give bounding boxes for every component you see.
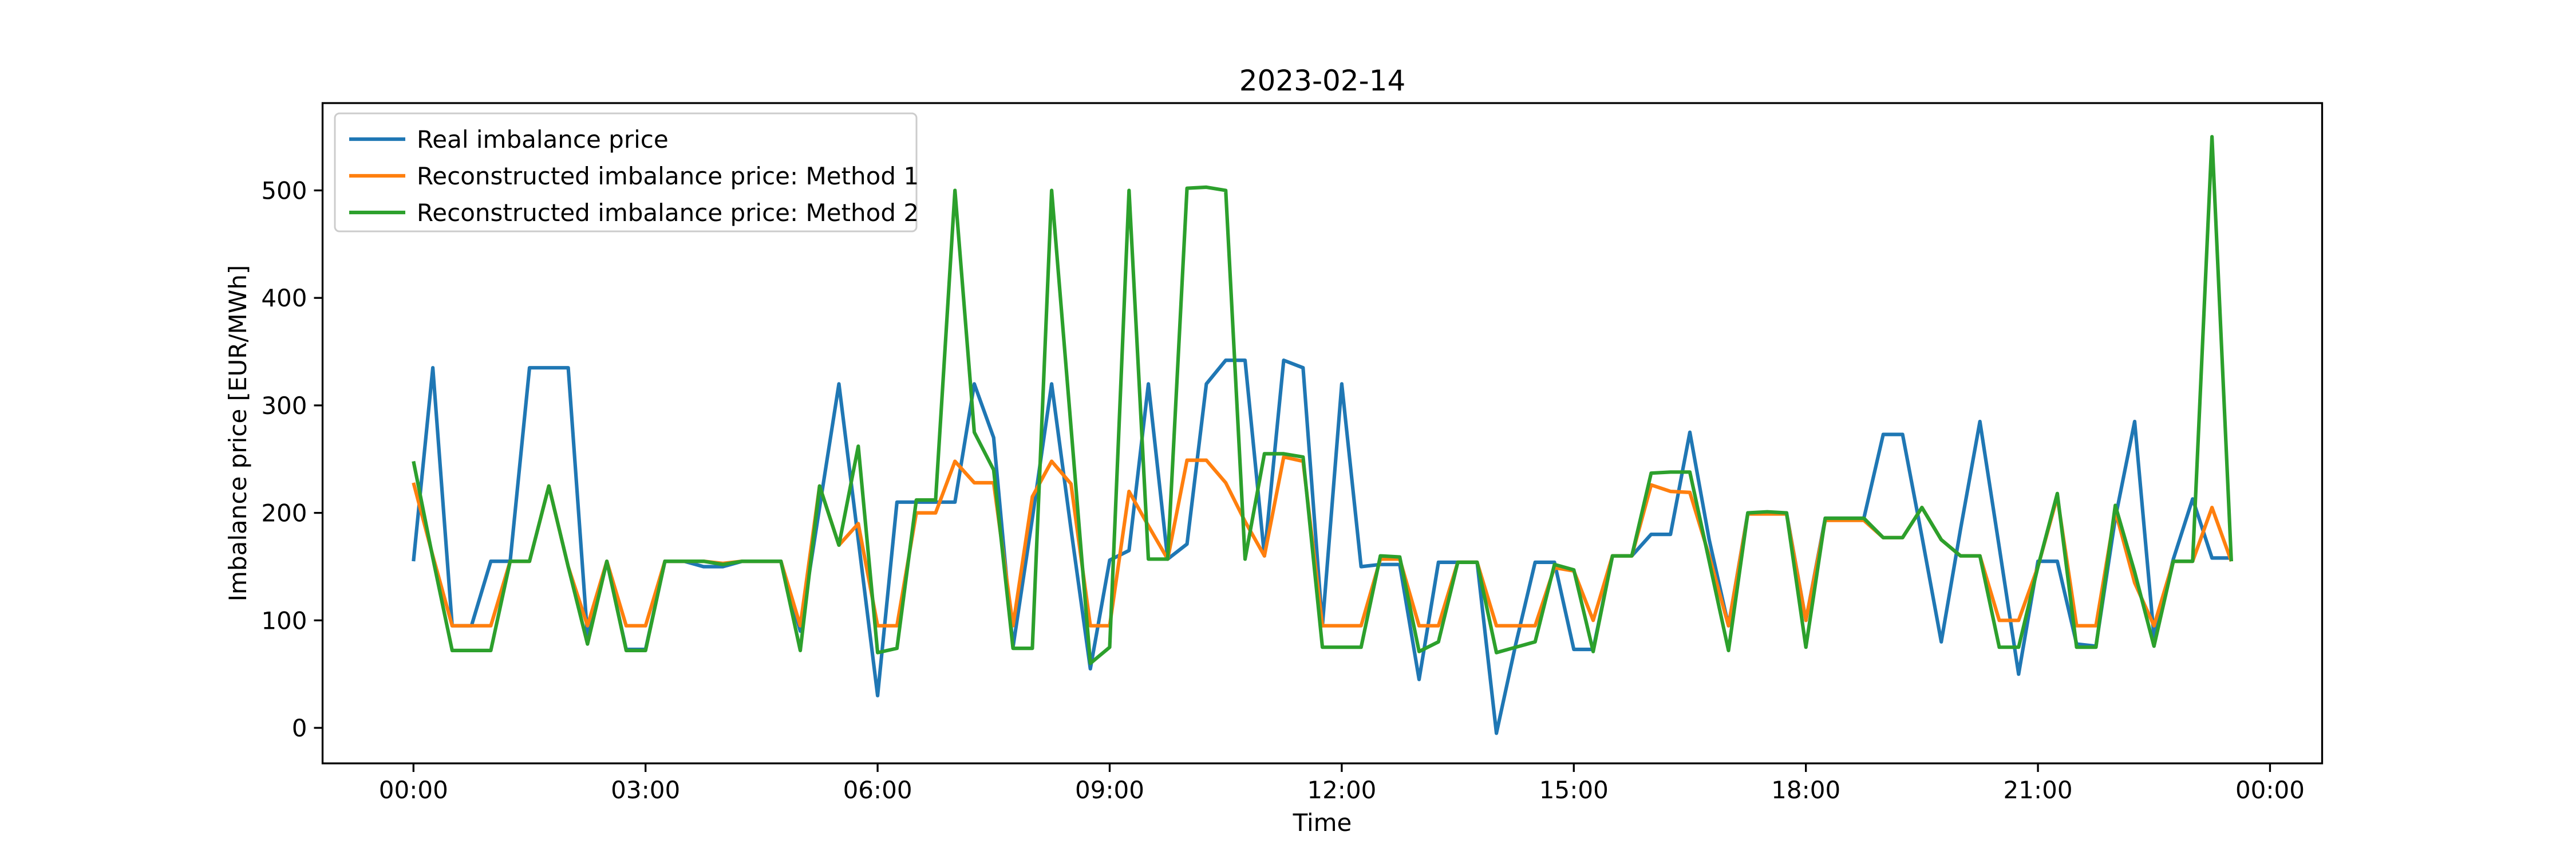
x-tick-label: 03:00 — [611, 776, 680, 804]
series-line-real — [412, 358, 2231, 735]
y-axis-label: Imbalance price [EUR/MWh] — [224, 265, 252, 602]
legend-label: Real imbalance price — [417, 125, 669, 153]
y-tick-label: 0 — [292, 714, 307, 742]
x-tick-label: 06:00 — [843, 776, 912, 804]
y-tick-label: 200 — [261, 499, 307, 527]
x-tick-label: 21:00 — [2004, 776, 2073, 804]
legend-label: Reconstructed imbalance price: Method 1 — [417, 162, 919, 190]
chart-title: 2023-02-14 — [1239, 64, 1406, 97]
x-tick-label: 18:00 — [1771, 776, 1840, 804]
x-tick-label: 15:00 — [1539, 776, 1609, 804]
x-tick-label: 12:00 — [1307, 776, 1376, 804]
series-line-method2 — [412, 135, 2233, 665]
y-tick-label: 400 — [261, 284, 307, 312]
y-tick-label: 500 — [261, 177, 307, 205]
x-axis-label: Time — [1293, 809, 1352, 837]
plot-frame — [321, 102, 2324, 765]
legend-label: Reconstructed imbalance price: Method 2 — [417, 199, 919, 227]
x-tick-label: 00:00 — [379, 776, 448, 804]
legend-box — [334, 112, 918, 233]
x-tick-label: 09:00 — [1075, 776, 1144, 804]
y-tick-label: 300 — [261, 392, 307, 420]
y-tick-label: 100 — [261, 606, 307, 635]
x-tick-label: 00:00 — [2235, 776, 2305, 804]
